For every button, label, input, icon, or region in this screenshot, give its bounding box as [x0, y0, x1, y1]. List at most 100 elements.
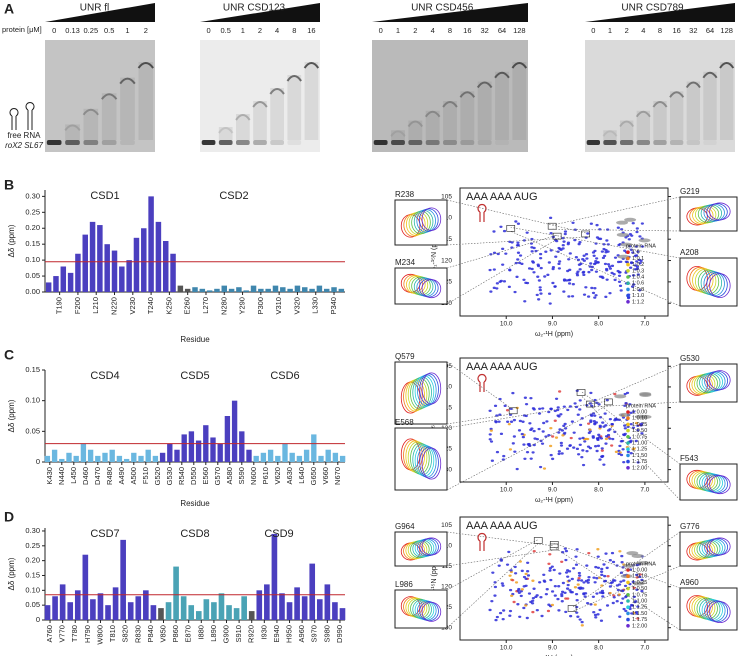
bar [231, 400, 238, 462]
peak [608, 291, 612, 295]
shift-band [424, 110, 441, 118]
bar [158, 608, 164, 620]
peak [632, 595, 636, 599]
peak [542, 573, 546, 576]
x-tick-label: W800 [95, 625, 104, 645]
peak [542, 579, 546, 582]
smear [512, 62, 527, 140]
peak [606, 263, 611, 266]
guide [554, 543, 681, 589]
peak [547, 261, 551, 264]
rna-icon [477, 374, 487, 392]
peak [606, 429, 611, 432]
concentration: 4 [275, 26, 279, 35]
peak [615, 584, 619, 587]
peak-box [552, 232, 562, 240]
peak [630, 285, 635, 288]
x-tick-label: H950 [285, 625, 294, 643]
free-band [686, 140, 700, 145]
peak [589, 222, 593, 225]
peak [594, 259, 598, 263]
y-tick-label: 0.30 [25, 526, 40, 535]
inset-label: G964 [395, 522, 415, 531]
free-band [65, 140, 80, 145]
domain-label: CSD1 [90, 190, 119, 202]
peak [556, 406, 560, 409]
bar [233, 608, 240, 620]
bar [133, 237, 140, 292]
bar [188, 431, 195, 462]
peak [526, 561, 530, 564]
peak [608, 267, 612, 270]
bar [217, 443, 223, 462]
x-tick-label: A490 [117, 467, 126, 485]
free-band [46, 140, 62, 145]
x-tick-label: L330 [311, 297, 320, 314]
peak [596, 555, 600, 558]
peak [530, 602, 535, 605]
peak [525, 231, 529, 234]
shift-band [459, 91, 476, 98]
peak [538, 581, 542, 584]
free-band [101, 140, 117, 145]
inset-frame [679, 196, 738, 232]
free-band [236, 140, 250, 145]
x-tick-label: V310 [274, 297, 283, 315]
free-band [120, 140, 135, 145]
peak [598, 608, 602, 612]
peak [574, 563, 579, 566]
guide [446, 413, 514, 425]
peak [613, 278, 617, 282]
free-band [218, 140, 233, 145]
peak [498, 413, 502, 416]
peak [551, 435, 555, 438]
y-tick-label: 105 [441, 193, 452, 200]
shift-band [119, 77, 136, 85]
x-tick-label: 8.0 [594, 645, 603, 652]
bar [131, 452, 137, 462]
peak [600, 447, 604, 450]
domain-label: CSD6 [270, 370, 299, 382]
x-tick-label: R480 [105, 467, 114, 485]
peak [612, 273, 616, 276]
peak [595, 592, 599, 595]
bar [311, 434, 317, 462]
peak [606, 574, 610, 578]
smear [65, 124, 80, 140]
gel-title: UNR CSD123 [223, 3, 286, 14]
peak [639, 424, 643, 427]
peak [532, 246, 536, 250]
peak-box [581, 230, 590, 238]
peak [582, 293, 587, 296]
peak [567, 579, 571, 582]
peak [626, 450, 630, 454]
peak [596, 261, 600, 264]
bar [66, 452, 72, 462]
x-tick-label: S980 [322, 625, 331, 643]
bar [224, 416, 231, 462]
peak [527, 267, 532, 270]
peak [508, 448, 513, 451]
guide [510, 231, 681, 307]
peak [514, 581, 519, 584]
peak [531, 451, 535, 454]
guide [580, 391, 681, 465]
contour [709, 537, 731, 556]
peak [602, 563, 606, 566]
bar [218, 593, 225, 620]
peak [501, 617, 505, 621]
peak [619, 440, 623, 443]
peak [601, 256, 606, 260]
peak [557, 450, 561, 453]
peak [611, 560, 616, 564]
bar [221, 285, 228, 292]
bar [80, 443, 87, 462]
bar [228, 288, 235, 292]
peak [498, 397, 502, 401]
peak [633, 254, 637, 258]
peak [520, 432, 524, 436]
x-tick-label: S820 [121, 625, 130, 643]
peak [638, 235, 642, 238]
peak [497, 564, 501, 567]
legend-label: 1:0.8 [632, 287, 644, 293]
